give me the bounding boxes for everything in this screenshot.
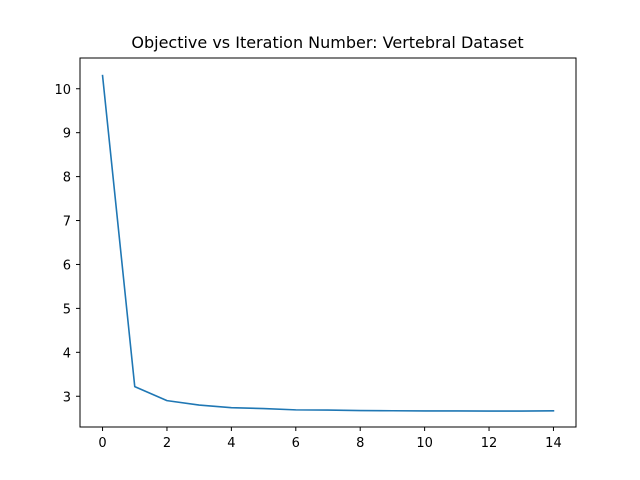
- y-tick-label: 7: [63, 215, 71, 230]
- x-tick-label: 0: [98, 436, 106, 451]
- x-tick-label: 2: [163, 436, 171, 451]
- y-tick-label: 4: [63, 346, 71, 361]
- x-tick-label: 12: [481, 436, 498, 451]
- x-tick-label: 14: [545, 436, 562, 451]
- y-tick-label: 10: [54, 83, 71, 98]
- x-tick-label: 10: [416, 436, 433, 451]
- y-tick-label: 3: [63, 390, 71, 405]
- chart-title: Objective vs Iteration Number: Vertebral…: [131, 33, 524, 52]
- y-tick-label: 5: [63, 302, 71, 317]
- ticks: 0 2 4 6 8 10 12 14 3 4 5 6 7 8 9 10: [54, 83, 561, 451]
- series-line-0: [101, 74, 555, 412]
- plot-frame: [79, 57, 577, 428]
- y-tick-label: 8: [63, 171, 71, 186]
- x-tick-label: 4: [227, 436, 235, 451]
- y-tick-label: 9: [63, 127, 71, 142]
- y-tick-label: 6: [63, 258, 71, 273]
- series-layer: [101, 74, 555, 412]
- x-tick-label: 6: [292, 436, 300, 451]
- x-tick-label: 8: [356, 436, 364, 451]
